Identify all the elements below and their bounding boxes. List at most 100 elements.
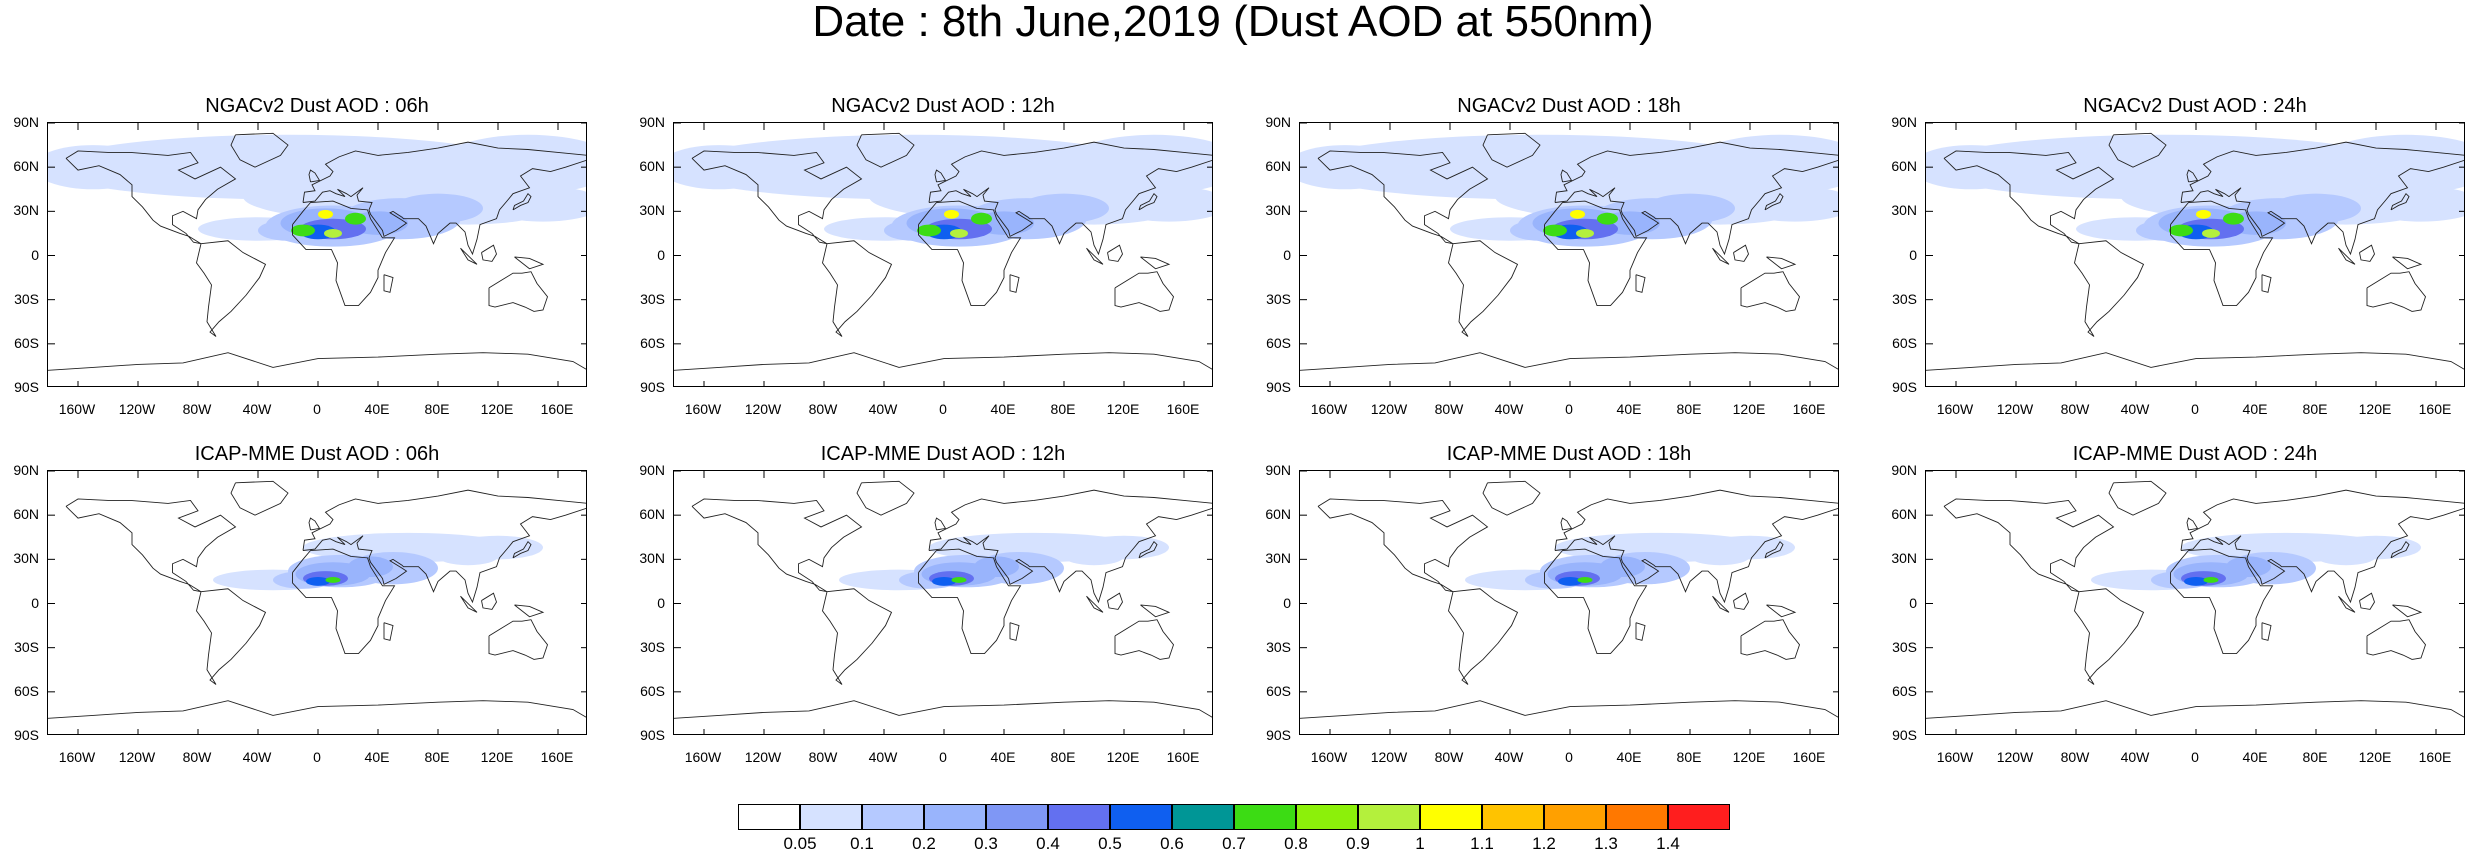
lat-tick-label: 60S <box>14 682 39 699</box>
coastline <box>918 200 1022 307</box>
lon-tick-label: 40E <box>990 749 1016 765</box>
coastline <box>2366 619 2427 660</box>
colorbar-swatch <box>1544 804 1606 830</box>
coastline <box>1544 548 1648 655</box>
coastline <box>1140 256 1171 270</box>
coastline <box>2392 604 2423 618</box>
coastline <box>2170 548 2274 655</box>
lat-tick-label: 30N <box>639 202 665 219</box>
lon-tick-label: 80W <box>1434 749 1464 765</box>
lon-tick-label: 160E <box>1166 749 1200 765</box>
lon-tick-label: 40W <box>1494 749 1524 765</box>
lon-tick-label: 160W <box>1310 749 1348 765</box>
coastline <box>691 498 863 593</box>
coastline <box>934 169 947 183</box>
lon-tick-label: 120W <box>1370 749 1408 765</box>
lat-tick-label: 60N <box>1891 506 1917 523</box>
lon-tick-label: 80E <box>1050 749 1076 765</box>
lat-tick-label: 0 <box>31 594 39 611</box>
lat-tick-label: 60N <box>1891 158 1917 175</box>
coastline <box>488 271 549 312</box>
lat-tick-label: 30S <box>14 290 39 307</box>
lat-tick-label: 0 <box>31 246 39 263</box>
lat-tick-label: 90N <box>1265 462 1291 478</box>
map-plot-area <box>1925 122 2465 387</box>
lon-tick-label: 40W <box>868 749 898 765</box>
lon-tick-label: 160E <box>1166 401 1200 417</box>
lon-tick-label: 0 <box>1565 749 1573 765</box>
coastline <box>292 200 396 307</box>
lat-tick-label: 60S <box>640 682 665 699</box>
coastline <box>1733 592 1749 610</box>
coastline <box>196 240 267 337</box>
lat-tick-label: 60N <box>13 158 39 175</box>
coastline <box>1712 247 1730 265</box>
lat-tick-label: 60S <box>1892 334 1917 351</box>
panel-title: NGACv2 Dust AOD : 24h <box>2083 95 2307 117</box>
dust-aod-region <box>345 212 366 225</box>
dust-aod-region <box>393 193 483 224</box>
coastline <box>1482 480 1541 516</box>
coastline <box>1554 141 1838 256</box>
map-panel: NGACv2 Dust AOD : 18h 90N 60N 30N 0 30S 60S 90S… <box>1265 95 1839 417</box>
coastline <box>481 244 497 262</box>
lon-tick-label: 120E <box>1106 749 1140 765</box>
dust-aod-region <box>1064 547 1124 566</box>
colorbar-label: 1.3 <box>1594 834 1618 853</box>
coastline <box>383 622 394 641</box>
map-panel: NGACv2 Dust AOD : 06h 90N 60N 30N 0 30S 60S 90S… <box>13 95 587 417</box>
lon-tick-label: 80E <box>2302 401 2328 417</box>
coastline <box>308 517 321 531</box>
coastline <box>1138 540 1158 559</box>
panel-title: ICAP-MME Dust AOD : 12h <box>820 443 1066 465</box>
dust-aod-region <box>2316 547 2376 566</box>
lat-tick-label: 30S <box>1266 638 1291 655</box>
colorbar-label: 1.4 <box>1656 834 1680 853</box>
dust-aod-region <box>2203 577 2219 583</box>
lon-tick-label: 80W <box>2060 401 2090 417</box>
dust-aod-region <box>2202 229 2220 238</box>
lon-tick-label: 160W <box>1936 401 1974 417</box>
dust-aod-map <box>1300 471 1838 734</box>
panel-title: ICAP-MME Dust AOD : 18h <box>1446 443 1692 465</box>
lon-tick-label: 160E <box>1792 749 1826 765</box>
coastline <box>1086 595 1104 613</box>
dust-aod-region <box>2184 577 2208 586</box>
colorbar-label: 0.9 <box>1346 834 1370 853</box>
coastline <box>674 352 1212 371</box>
colorbar-swatch <box>1296 804 1358 830</box>
lat-tick-label: 90S <box>640 727 665 743</box>
lon-tick-label: 80E <box>1676 749 1702 765</box>
coastline <box>2186 517 2199 531</box>
lat-tick-label: 90S <box>1892 379 1917 395</box>
coastline <box>302 141 586 256</box>
colorbar-swatch <box>800 804 862 830</box>
coastline <box>2074 240 2145 337</box>
dust-aod-region <box>2196 209 2211 219</box>
coastline <box>1733 244 1749 262</box>
lon-tick-label: 120E <box>2358 749 2392 765</box>
colorbar-swatch <box>738 804 800 830</box>
lon-tick-label: 120W <box>744 749 782 765</box>
dust-aod-region <box>1109 186 1212 222</box>
panel-title: NGACv2 Dust AOD : 18h <box>1457 95 1681 117</box>
coastline <box>918 548 1022 655</box>
coastline <box>2338 247 2356 265</box>
coastline <box>822 240 893 337</box>
lat-tick-label: 90N <box>1891 462 1917 478</box>
lon-tick-label: 80W <box>808 749 838 765</box>
dust-aod-region <box>944 209 959 219</box>
coastline <box>196 588 267 685</box>
lat-tick-label: 30S <box>1266 290 1291 307</box>
lon-tick-label: 160W <box>58 749 96 765</box>
coastline <box>1926 352 2464 371</box>
lon-tick-label: 80E <box>424 749 450 765</box>
lat-tick-label: 30N <box>639 550 665 567</box>
lat-tick-label: 30N <box>13 550 39 567</box>
lon-tick-label: 40E <box>2242 401 2268 417</box>
map-plot-area <box>47 122 587 387</box>
lon-tick-label: 120E <box>1106 401 1140 417</box>
lon-tick-label: 0 <box>939 401 947 417</box>
coastline <box>292 548 396 655</box>
lat-tick-label: 30S <box>14 638 39 655</box>
